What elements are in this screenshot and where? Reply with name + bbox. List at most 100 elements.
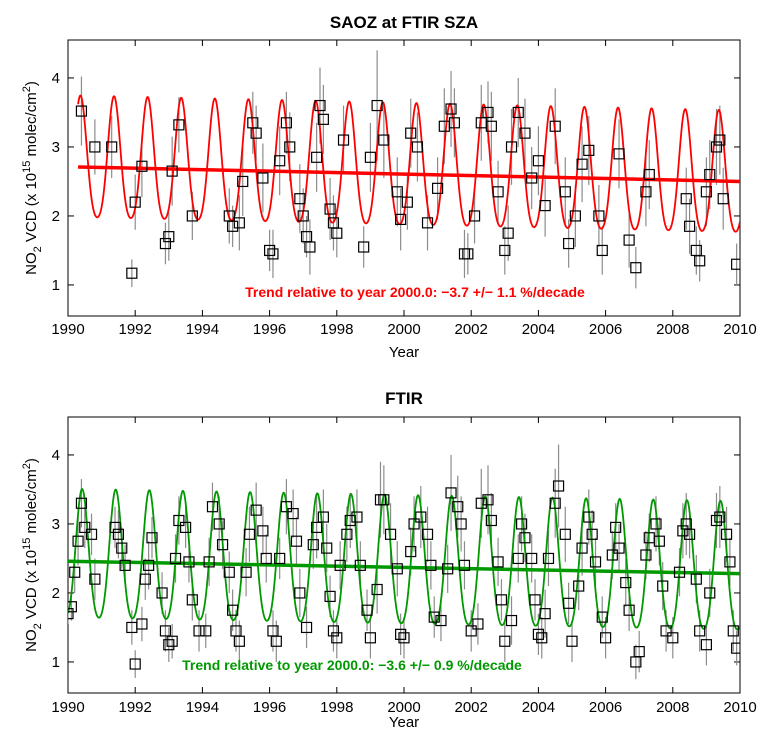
data-point	[180, 521, 192, 534]
x-tick-label: 2006	[589, 321, 622, 338]
data-point	[593, 210, 605, 222]
data-point	[257, 525, 269, 537]
data-point	[475, 497, 487, 509]
data-point	[68, 608, 74, 620]
x-tick-label: 1996	[253, 699, 286, 716]
data-point	[112, 528, 125, 540]
data-point	[378, 494, 390, 506]
data-point	[462, 248, 474, 260]
data-point	[643, 168, 655, 181]
data-point	[270, 635, 282, 647]
data-point	[126, 267, 138, 279]
data-point	[526, 552, 538, 565]
data-point	[75, 497, 88, 509]
data-point	[485, 514, 497, 527]
data-point	[502, 227, 514, 239]
data-point	[69, 566, 81, 578]
data-point	[448, 117, 460, 129]
data-point	[683, 528, 696, 540]
data-point	[542, 552, 555, 565]
y-tick-label: 1	[52, 277, 60, 294]
x-tick-label: 1990	[51, 699, 84, 716]
x-tick-label: 1996	[253, 321, 286, 338]
data-point	[317, 113, 329, 125]
data-point	[284, 141, 296, 153]
x-tick-label: 1998	[320, 699, 353, 716]
data-point	[395, 628, 407, 640]
x-axis-label: Year	[389, 714, 419, 731]
data-point	[354, 559, 366, 571]
data-point	[337, 134, 350, 146]
data-point	[442, 563, 454, 575]
seasonal-fit-line	[77, 94, 740, 233]
data-point	[630, 262, 642, 274]
data-point	[724, 556, 736, 568]
data-point	[731, 642, 740, 654]
x-tick-label: 2010	[723, 321, 756, 338]
data-point	[321, 542, 333, 554]
data-layer	[75, 50, 740, 289]
seasonal-fit-line	[68, 487, 740, 631]
data-point	[139, 573, 151, 585]
data-point	[495, 594, 508, 606]
data-point	[428, 611, 440, 623]
data-point	[203, 556, 215, 568]
data-point	[156, 587, 168, 599]
x-tick-label: 2000	[387, 321, 420, 338]
data-point	[294, 193, 306, 205]
x-tick-label: 2002	[455, 699, 488, 716]
data-point	[421, 217, 434, 229]
data-point	[274, 552, 286, 565]
data-point	[512, 106, 524, 119]
data-point	[425, 559, 437, 571]
data-point	[72, 535, 84, 547]
data-point	[159, 237, 172, 250]
data-point	[166, 635, 178, 647]
data-point	[583, 511, 595, 523]
data-point	[331, 632, 343, 644]
data-point	[690, 573, 702, 585]
data-point	[573, 580, 585, 592]
data-point	[314, 99, 326, 112]
data-point	[610, 521, 622, 534]
y-axis-label-part: 15	[21, 161, 33, 173]
data-point	[717, 193, 729, 205]
y-axis-label-part: NO	[23, 629, 40, 652]
y-tick-label: 1	[52, 654, 60, 671]
data-point	[143, 559, 155, 571]
data-point	[260, 552, 272, 565]
data-point	[85, 528, 98, 540]
y-axis-label: NO2 VCD (x 1015 molec/cm2)	[21, 458, 44, 652]
data-point	[344, 514, 356, 527]
data-point	[432, 182, 444, 194]
data-point	[472, 618, 484, 630]
data-point	[233, 217, 245, 229]
data-point	[223, 566, 235, 578]
data-point	[704, 168, 716, 181]
data-point	[146, 532, 158, 544]
data-point	[633, 645, 645, 658]
data-point	[576, 542, 588, 554]
x-tick-label: 2008	[656, 321, 689, 338]
data-point	[129, 658, 141, 670]
data-point	[677, 525, 689, 537]
data-point	[714, 511, 726, 523]
data-point	[233, 635, 245, 647]
data-point	[532, 155, 545, 167]
data-point	[116, 542, 128, 554]
data-point	[280, 501, 292, 513]
y-tick-label: 3	[52, 139, 60, 156]
data-point	[640, 186, 652, 198]
y-axis-label: NO2 VCD (x 1015 molec/cm2)	[21, 81, 44, 275]
data-point	[300, 621, 313, 634]
data-point	[206, 501, 219, 513]
data-point	[660, 625, 672, 637]
data-point	[364, 632, 376, 644]
data-point	[193, 625, 205, 637]
data-point	[405, 545, 417, 558]
data-point	[680, 193, 692, 205]
data-point	[731, 258, 740, 270]
x-axis-label: Year	[389, 344, 419, 361]
y-axis-label-part: 2	[32, 623, 44, 629]
